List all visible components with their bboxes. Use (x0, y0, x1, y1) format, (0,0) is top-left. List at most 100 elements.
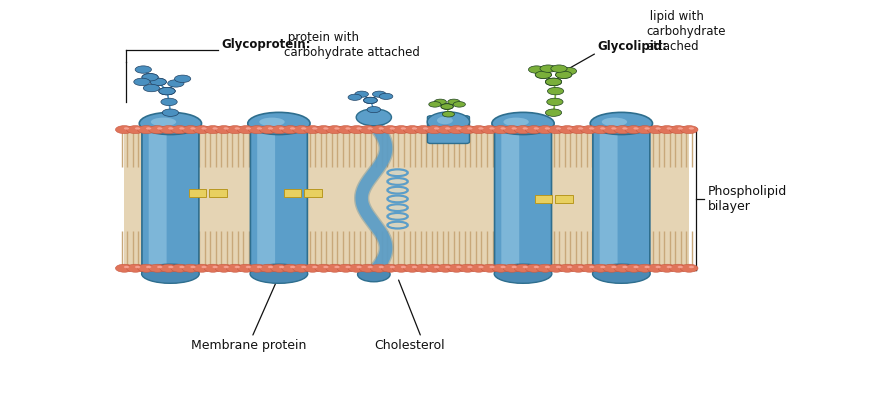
FancyBboxPatch shape (149, 132, 166, 266)
Circle shape (448, 99, 460, 105)
Text: Glycolipid:: Glycolipid: (598, 40, 668, 53)
Circle shape (578, 127, 584, 130)
Circle shape (434, 99, 446, 105)
Circle shape (625, 264, 642, 272)
Circle shape (548, 88, 564, 95)
Circle shape (279, 127, 284, 130)
Circle shape (655, 266, 661, 268)
Circle shape (445, 266, 451, 268)
Circle shape (448, 126, 466, 134)
Ellipse shape (427, 112, 470, 132)
Circle shape (547, 98, 563, 106)
Circle shape (348, 264, 366, 272)
Circle shape (425, 126, 444, 134)
Circle shape (470, 264, 487, 272)
Bar (555, 195, 572, 203)
Circle shape (213, 266, 218, 268)
Circle shape (648, 126, 665, 134)
Circle shape (160, 264, 178, 272)
Circle shape (174, 75, 191, 82)
Circle shape (644, 266, 650, 268)
Circle shape (256, 127, 262, 130)
Circle shape (368, 266, 373, 268)
Circle shape (373, 91, 386, 97)
Circle shape (528, 66, 545, 73)
Circle shape (248, 126, 266, 134)
Circle shape (522, 266, 528, 268)
Circle shape (634, 266, 639, 268)
Circle shape (467, 266, 472, 268)
Circle shape (270, 126, 288, 134)
Circle shape (135, 66, 151, 73)
Circle shape (158, 127, 163, 130)
Ellipse shape (248, 112, 310, 134)
Circle shape (437, 264, 454, 272)
Circle shape (622, 127, 627, 130)
Circle shape (124, 127, 130, 130)
Bar (124, 131, 690, 267)
Circle shape (570, 126, 587, 134)
Circle shape (234, 266, 240, 268)
Circle shape (326, 264, 344, 272)
Circle shape (260, 264, 277, 272)
Circle shape (441, 104, 453, 109)
FancyBboxPatch shape (593, 124, 650, 274)
Circle shape (137, 126, 155, 134)
Circle shape (622, 266, 627, 268)
Text: Cholesterol: Cholesterol (374, 339, 444, 352)
Ellipse shape (391, 206, 403, 209)
Circle shape (161, 98, 177, 106)
Ellipse shape (391, 180, 403, 183)
Circle shape (681, 264, 698, 272)
Circle shape (658, 264, 676, 272)
Circle shape (592, 126, 609, 134)
Circle shape (429, 102, 441, 107)
Circle shape (456, 127, 461, 130)
Circle shape (589, 266, 594, 268)
Circle shape (458, 126, 477, 134)
Circle shape (548, 264, 565, 272)
Circle shape (503, 126, 521, 134)
Circle shape (415, 264, 432, 272)
Circle shape (193, 264, 211, 272)
Circle shape (137, 264, 155, 272)
Ellipse shape (250, 264, 308, 283)
FancyBboxPatch shape (257, 132, 275, 266)
Circle shape (556, 71, 572, 78)
Circle shape (260, 126, 277, 134)
Circle shape (355, 91, 368, 97)
Ellipse shape (503, 118, 528, 126)
Circle shape (312, 266, 318, 268)
Circle shape (201, 266, 206, 268)
Circle shape (193, 126, 211, 134)
Circle shape (423, 266, 428, 268)
Circle shape (359, 264, 377, 272)
Circle shape (481, 126, 499, 134)
Circle shape (669, 264, 687, 272)
Circle shape (389, 127, 395, 130)
Circle shape (162, 109, 178, 116)
Circle shape (270, 264, 288, 272)
Circle shape (445, 127, 451, 130)
Text: protein with
carbohydrate attached: protein with carbohydrate attached (284, 31, 420, 59)
Ellipse shape (391, 224, 403, 227)
Circle shape (434, 127, 439, 130)
Circle shape (190, 266, 196, 268)
Circle shape (149, 126, 166, 134)
Ellipse shape (142, 264, 200, 283)
Circle shape (558, 126, 576, 134)
Circle shape (443, 112, 454, 117)
Circle shape (534, 266, 539, 268)
Circle shape (423, 127, 428, 130)
Circle shape (536, 71, 551, 78)
Circle shape (213, 127, 218, 130)
Circle shape (248, 264, 266, 272)
Circle shape (667, 127, 672, 130)
Circle shape (301, 266, 306, 268)
Circle shape (441, 104, 453, 109)
Circle shape (135, 127, 140, 130)
Circle shape (149, 264, 166, 272)
Circle shape (144, 84, 159, 92)
Circle shape (514, 264, 532, 272)
Circle shape (681, 126, 698, 134)
